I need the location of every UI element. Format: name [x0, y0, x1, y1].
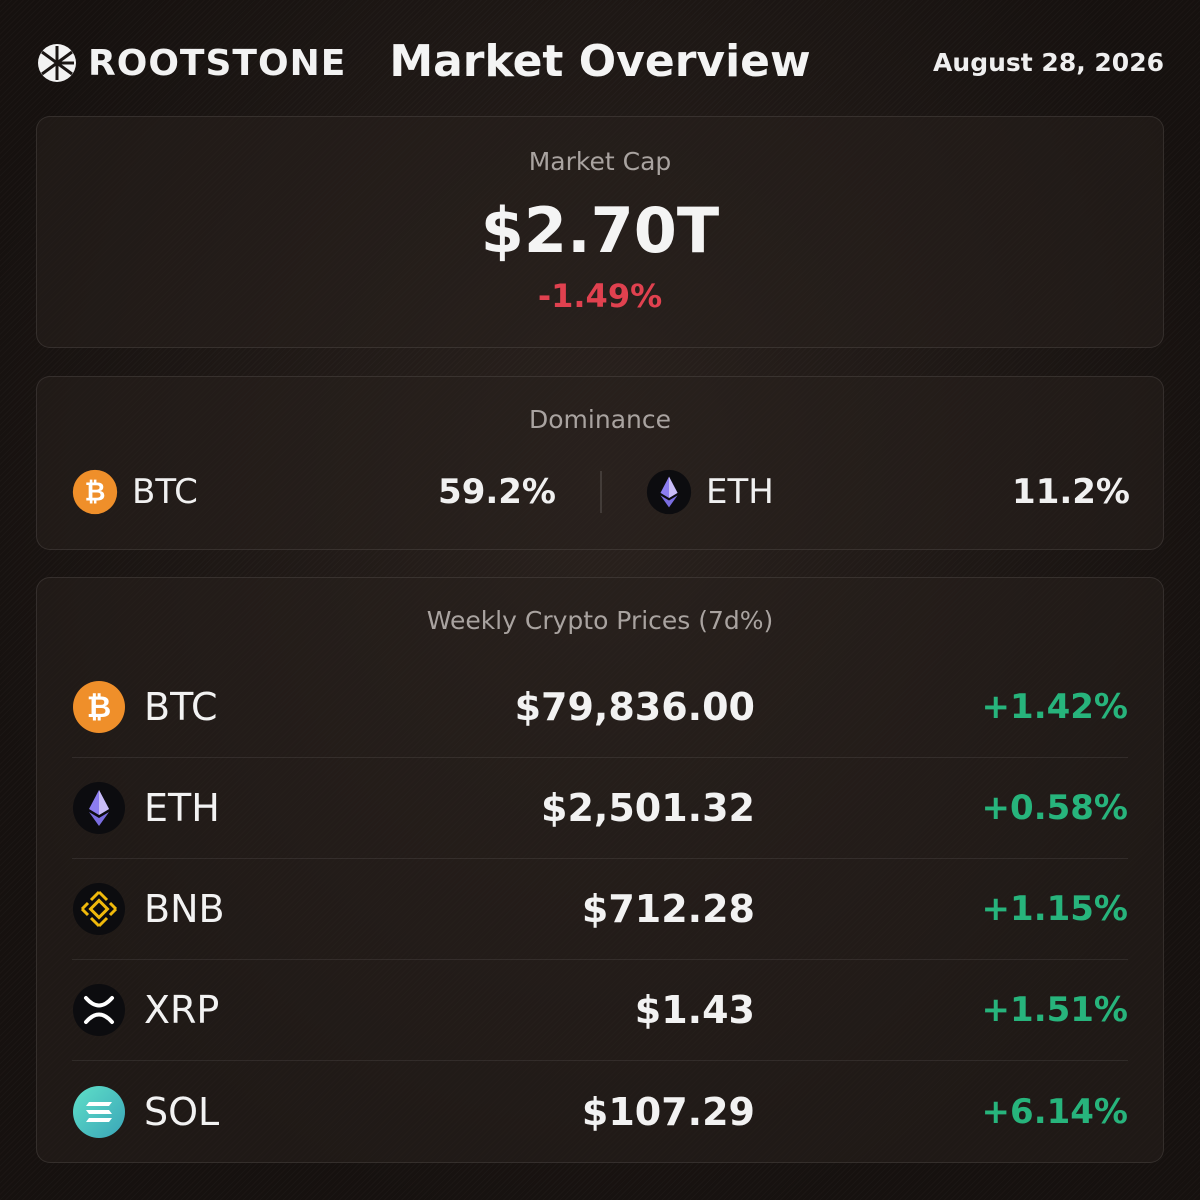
price-row-sol: SOL $107.29 +6.14% — [72, 1061, 1128, 1162]
market-cap-change: -1.49% — [537, 277, 663, 315]
coin-price: $2,501.32 — [541, 786, 755, 830]
price-row-bnb: BNB $712.28 +1.15% — [72, 859, 1128, 960]
bnb-icon — [73, 883, 125, 935]
coin-symbol: XRP — [144, 988, 220, 1032]
market-cap-label: Market Cap — [528, 147, 672, 176]
coin-symbol: ETH — [144, 786, 220, 830]
brand-name: ROOTSTONE — [88, 42, 347, 84]
coin-price: $712.28 — [581, 887, 755, 931]
dominance-item-btc: ₿ BTC 59.2% — [72, 469, 556, 515]
dominance-card: Dominance ₿ BTC 59.2% ETH 11.2% — [36, 376, 1164, 550]
bitcoin-icon: ₿ — [73, 681, 125, 733]
date-label: August 28, 2026 — [933, 48, 1164, 77]
price-row-xrp: XRP $1.43 +1.51% — [72, 960, 1128, 1061]
coin-symbol: BNB — [144, 887, 225, 931]
solana-icon — [73, 1085, 125, 1138]
coin-change: +0.58% — [981, 788, 1128, 828]
coin-change: +6.14% — [981, 1091, 1128, 1132]
market-cap-card: Market Cap $2.70T -1.49% — [36, 116, 1164, 348]
dominance-symbol: BTC — [132, 472, 198, 512]
brand: ROOTSTONE — [36, 42, 346, 84]
svg-text:₿: ₿ — [87, 690, 111, 725]
svg-text:₿: ₿ — [85, 478, 106, 508]
price-row-btc: ₿ BTC $79,836.00 +1.42% — [72, 657, 1128, 758]
coin-change: +1.51% — [981, 990, 1128, 1030]
dominance-value: 59.2% — [438, 472, 556, 512]
page-title: Market Overview — [389, 36, 811, 87]
ethereum-icon — [73, 782, 125, 834]
rootstone-logo-icon — [38, 44, 76, 82]
price-list: ₿ BTC $79,836.00 +1.42% ETH $2,501.32 +0… — [72, 657, 1128, 1162]
weekly-prices-label: Weekly Crypto Prices (7d%) — [426, 606, 774, 635]
coin-symbol: BTC — [144, 685, 218, 729]
price-row-eth: ETH $2,501.32 +0.58% — [72, 758, 1128, 859]
dominance-item-eth: ETH 11.2% — [646, 469, 1130, 515]
weekly-prices-card: Weekly Crypto Prices (7d%) ₿ BTC $79,836… — [36, 577, 1164, 1163]
coin-price: $107.29 — [581, 1089, 755, 1134]
coin-symbol: SOL — [144, 1089, 220, 1134]
dominance-label: Dominance — [529, 405, 671, 434]
xrp-icon — [73, 984, 125, 1036]
coin-change: +1.15% — [981, 889, 1128, 929]
dominance-divider — [600, 471, 602, 513]
coin-price: $79,836.00 — [514, 685, 755, 729]
dominance-value: 11.2% — [1012, 472, 1130, 512]
coin-change: +1.42% — [981, 687, 1128, 727]
dominance-row: ₿ BTC 59.2% ETH 11.2% — [72, 469, 1130, 515]
coin-price: $1.43 — [634, 988, 755, 1032]
market-cap-value: $2.70T — [480, 194, 720, 267]
bitcoin-icon: ₿ — [72, 469, 118, 515]
header: ROOTSTONE Market Overview August 28, 202… — [36, 30, 1164, 94]
dominance-symbol: ETH — [706, 472, 774, 512]
ethereum-icon — [646, 469, 692, 515]
